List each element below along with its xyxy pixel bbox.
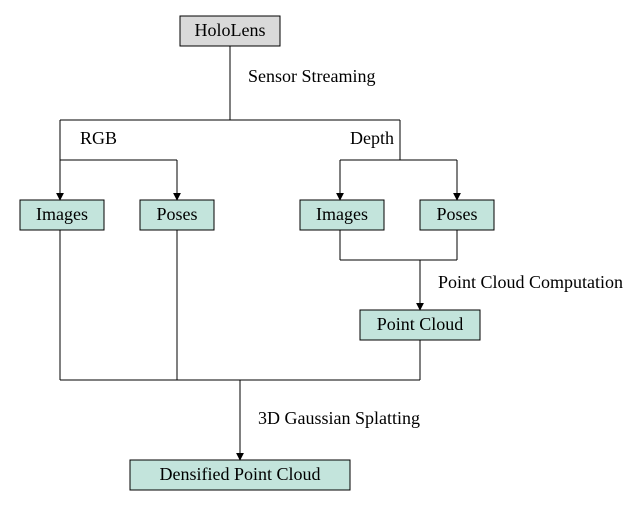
point-cloud-label: Point Cloud <box>377 314 464 334</box>
depth-poses-label: Poses <box>436 204 477 224</box>
label-depth: Depth <box>350 128 394 148</box>
label-sensor-streaming: Sensor Streaming <box>248 66 376 86</box>
depth-images-label: Images <box>316 204 368 224</box>
hololens-label: HoloLens <box>195 20 266 40</box>
node-depth-poses: Poses <box>420 200 494 230</box>
rgb-images-label: Images <box>36 204 88 224</box>
node-rgb-images: Images <box>20 200 104 230</box>
label-rgb: RGB <box>80 128 117 148</box>
node-rgb-poses: Poses <box>140 200 214 230</box>
densified-label: Densified Point Cloud <box>160 464 321 484</box>
label-pcloud-comp: Point Cloud Computation <box>438 272 623 292</box>
rgb-poses-label: Poses <box>156 204 197 224</box>
label-gs: 3D Gaussian Splatting <box>258 408 420 428</box>
node-depth-images: Images <box>300 200 384 230</box>
node-densified-point-cloud: Densified Point Cloud <box>130 460 350 490</box>
node-hololens: HoloLens <box>180 16 280 46</box>
node-point-cloud: Point Cloud <box>360 310 480 340</box>
